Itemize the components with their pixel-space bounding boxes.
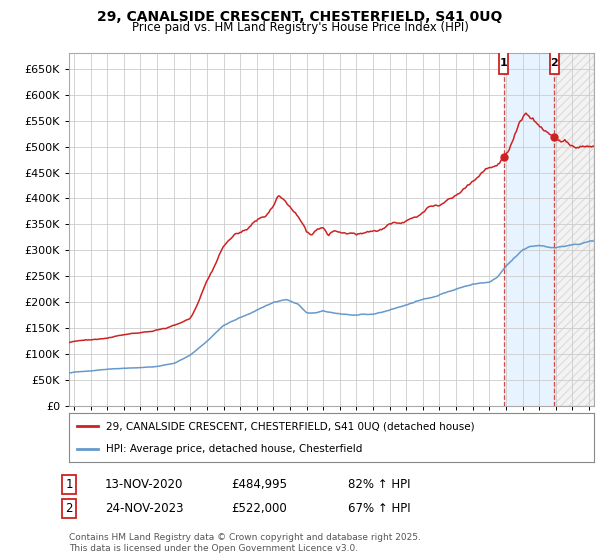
- Text: £484,995: £484,995: [231, 478, 287, 491]
- FancyBboxPatch shape: [550, 52, 559, 74]
- Text: 2: 2: [65, 502, 73, 515]
- FancyBboxPatch shape: [499, 52, 508, 74]
- Bar: [554, 53, 594, 406]
- Text: 82% ↑ HPI: 82% ↑ HPI: [348, 478, 410, 491]
- Text: 24-NOV-2023: 24-NOV-2023: [105, 502, 184, 515]
- Text: 2: 2: [550, 58, 558, 68]
- Text: 13-NOV-2020: 13-NOV-2020: [105, 478, 184, 491]
- Text: Contains HM Land Registry data © Crown copyright and database right 2025.
This d: Contains HM Land Registry data © Crown c…: [69, 533, 421, 553]
- Text: HPI: Average price, detached house, Chesterfield: HPI: Average price, detached house, Ches…: [106, 444, 362, 454]
- Bar: [504, 53, 554, 406]
- Text: 67% ↑ HPI: 67% ↑ HPI: [348, 502, 410, 515]
- Text: Price paid vs. HM Land Registry's House Price Index (HPI): Price paid vs. HM Land Registry's House …: [131, 21, 469, 34]
- Text: 29, CANALSIDE CRESCENT, CHESTERFIELD, S41 0UQ: 29, CANALSIDE CRESCENT, CHESTERFIELD, S4…: [97, 10, 503, 24]
- Text: 29, CANALSIDE CRESCENT, CHESTERFIELD, S41 0UQ (detached house): 29, CANALSIDE CRESCENT, CHESTERFIELD, S4…: [106, 421, 475, 431]
- Text: 1: 1: [65, 478, 73, 491]
- Text: £522,000: £522,000: [231, 502, 287, 515]
- Text: 1: 1: [500, 58, 508, 68]
